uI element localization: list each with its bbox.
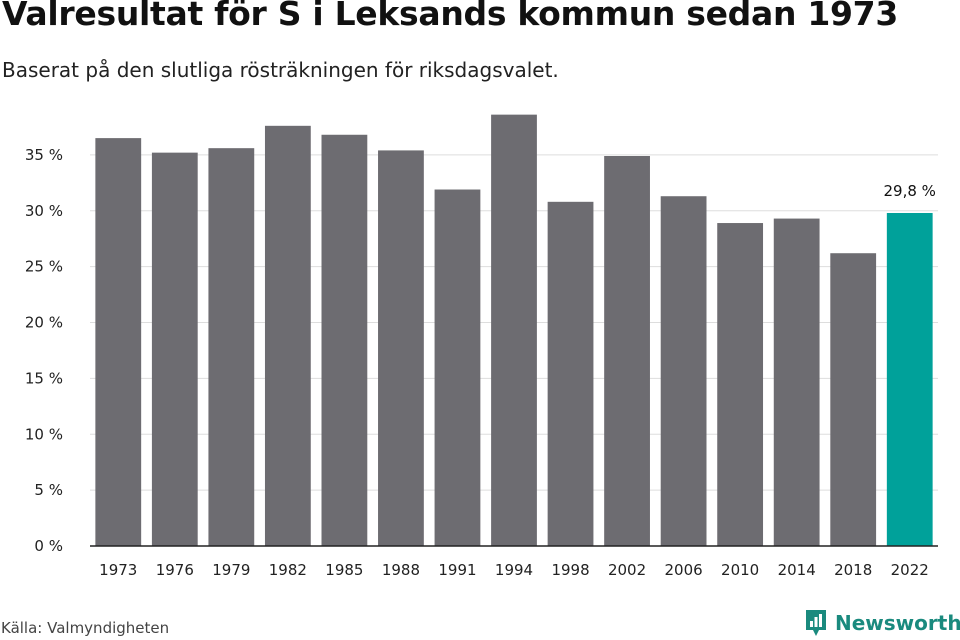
x-tick-label: 1994 xyxy=(495,561,533,579)
bar-1991 xyxy=(434,189,481,546)
y-tick-label: 15 % xyxy=(25,369,63,387)
y-tick-label: 25 % xyxy=(25,258,63,276)
chart-subtitle: Baserat på den slutliga rösträkningen fö… xyxy=(2,58,559,82)
x-tick-label: 1988 xyxy=(382,561,420,579)
data-labels: 29,8 % xyxy=(884,182,936,200)
x-tick-label: 2010 xyxy=(721,561,759,579)
x-tick-label: 2006 xyxy=(665,561,703,579)
x-tick-label: 1973 xyxy=(99,561,137,579)
bar-1973 xyxy=(95,138,142,547)
y-tick-label: 5 % xyxy=(34,481,63,499)
chart-title: Valresultat för S i Leksands kommun seda… xyxy=(2,0,899,33)
bar-chart: 0 %5 %10 %15 %20 %25 %30 %35 % 1973 1976 1… xyxy=(25,114,938,579)
x-tick-label: 1991 xyxy=(438,561,476,579)
bars xyxy=(95,114,933,547)
x-tick-label: 2014 xyxy=(778,561,816,579)
bar-1976 xyxy=(151,152,198,546)
y-tick-label: 10 % xyxy=(25,425,63,443)
bar-1988 xyxy=(378,150,424,546)
newsworthy-logo-icon xyxy=(806,610,826,636)
x-tick-label: 1985 xyxy=(325,561,363,579)
bar-2022 xyxy=(886,212,933,547)
y-tick-label: 20 % xyxy=(25,314,63,332)
bar-1979 xyxy=(208,148,255,547)
bar-2018 xyxy=(830,253,877,546)
x-tick-label: 1982 xyxy=(269,561,307,579)
y-tick-label: 30 % xyxy=(25,202,63,220)
x-tick-label: 2002 xyxy=(608,561,646,579)
x-axis-ticks: 1973 1976 1979 1982 1985 1988 1991 1994 1998 2002… xyxy=(99,561,929,579)
bar-2006 xyxy=(660,196,707,546)
source-note: Källa: Valmyndigheten xyxy=(1,619,170,637)
y-tick-label: 0 % xyxy=(34,537,63,555)
y-tick-label: 35 % xyxy=(25,146,63,164)
bar-2014 xyxy=(773,218,820,546)
x-tick-label: 1976 xyxy=(156,561,194,579)
y-axis-ticks: 0 % 5 % 10 % 15 % 20 % 25 % 30 % 35 % xyxy=(25,146,63,555)
data-label-2022: 29,8 % xyxy=(884,182,936,200)
bar-1994 xyxy=(491,114,537,547)
bar-2010 xyxy=(717,223,764,547)
bar-1985 xyxy=(321,134,368,546)
bar-2002 xyxy=(604,155,650,546)
bar-1982 xyxy=(264,125,311,546)
brand-name: Newsworthy xyxy=(835,611,960,635)
bar-1998 xyxy=(547,201,594,546)
brand-logo[interactable]: Newsworthy xyxy=(804,608,960,638)
x-tick-label: 1979 xyxy=(212,561,250,579)
x-tick-label: 1998 xyxy=(551,561,589,579)
x-tick-label: 2018 xyxy=(834,561,872,579)
x-tick-label: 2022 xyxy=(891,561,929,579)
